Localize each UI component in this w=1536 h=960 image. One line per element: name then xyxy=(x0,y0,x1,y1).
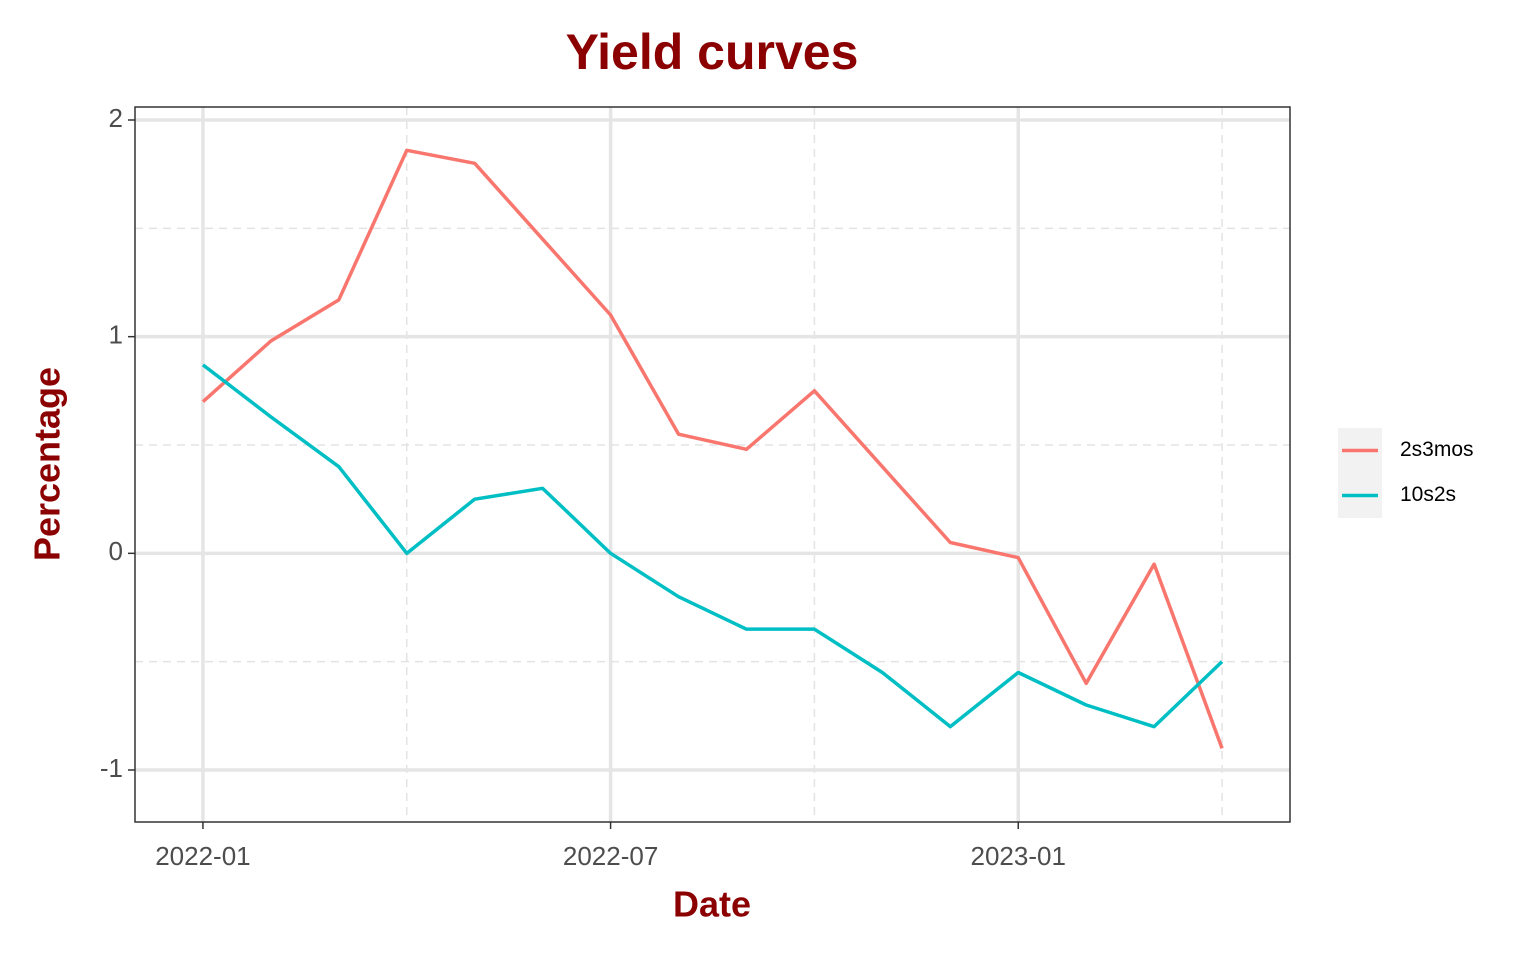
y-tick-label: 2 xyxy=(109,103,123,133)
data-line xyxy=(201,363,1224,729)
data-line xyxy=(201,148,1224,749)
chart-title: Yield curves xyxy=(566,24,859,80)
y-tick-label: 0 xyxy=(109,536,123,566)
legend-label: 2s3mos xyxy=(1400,438,1474,461)
y-tick-label: 1 xyxy=(109,320,123,350)
x-axis-title: Date xyxy=(673,884,751,925)
y-axis-title: Percentage xyxy=(27,367,68,561)
x-tick-label: 2023-01 xyxy=(971,841,1066,871)
plot-border xyxy=(134,106,1291,823)
y-tick-label: -1 xyxy=(100,753,123,783)
legend-label: 10s2s xyxy=(1400,483,1456,506)
x-tick-label: 2022-07 xyxy=(563,841,658,871)
x-tick-label: 2022-01 xyxy=(155,841,250,871)
